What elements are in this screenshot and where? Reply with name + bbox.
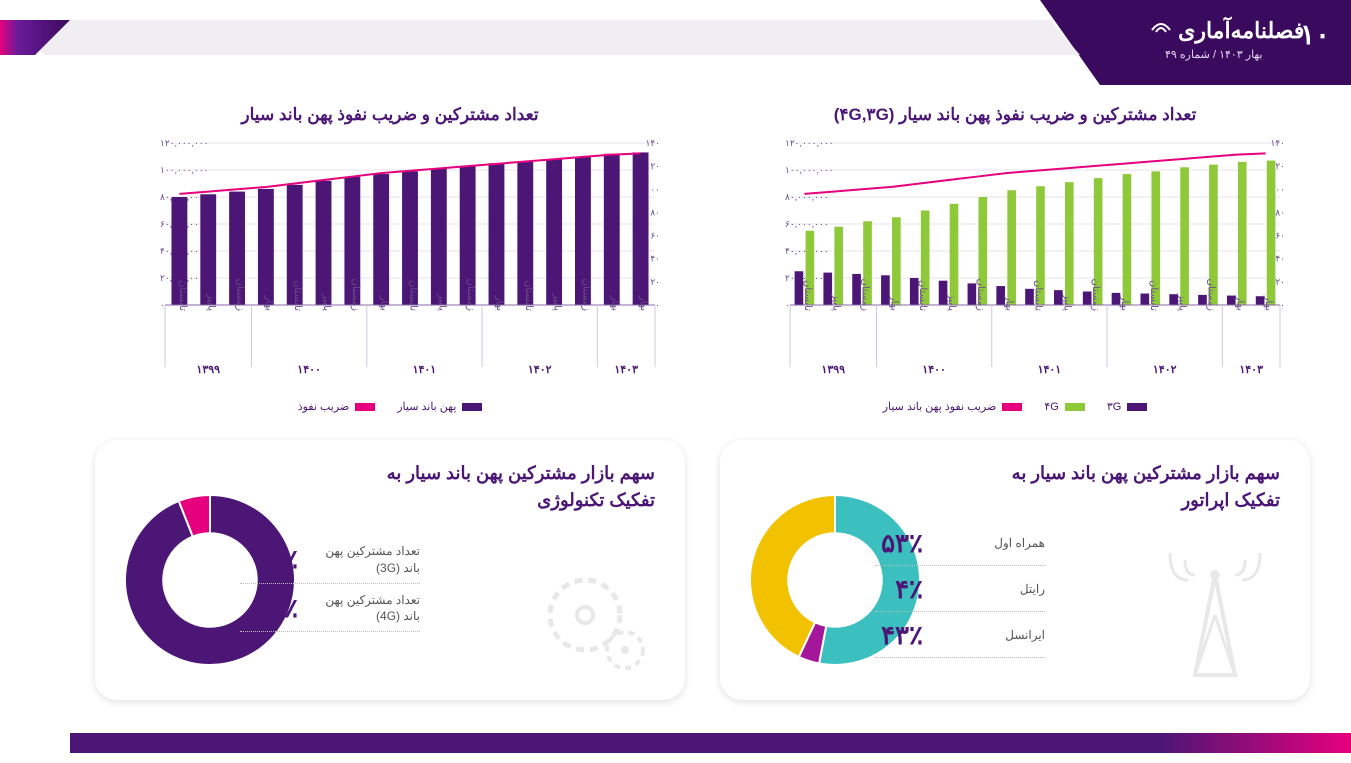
svg-text:۱۰۰,۰۰۰,۰۰۰: ۱۰۰,۰۰۰,۰۰۰ xyxy=(160,165,209,175)
stat-row: رایتل۴٪ xyxy=(875,574,1045,612)
svg-text:زمستان: زمستان xyxy=(975,278,986,311)
legend: ۳G ۴G ضریب نفوذ پهن باند سیار xyxy=(720,400,1310,413)
svg-text:تابستان: تابستان xyxy=(802,280,813,311)
antenna-icon xyxy=(1150,545,1280,685)
svg-text:۴۰: ۴۰ xyxy=(1275,254,1285,264)
card-market-share-operator: سهم بازار مشترکین پهن باند سیار به تفکیک… xyxy=(720,440,1310,700)
svg-text:۱۴۰: ۱۴۰ xyxy=(645,138,660,148)
chart-title: تعداد مشترکین و ضریب نفوذ پهن باند سیار … xyxy=(720,105,1310,125)
svg-text:۱۴۰۱: ۱۴۰۱ xyxy=(413,364,437,376)
page-number: ۱۰ xyxy=(1300,18,1330,51)
header-title: فصلنامه‌آماری xyxy=(1150,18,1304,44)
card-title: سهم بازار مشترکین پهن باند سیار به تفکیک… xyxy=(355,460,655,514)
svg-text:۸۰: ۸۰ xyxy=(1275,207,1285,217)
svg-text:۰: ۰ xyxy=(785,300,790,310)
svg-text:تابستان: تابستان xyxy=(1033,280,1044,311)
svg-text:تابستان: تابستان xyxy=(523,280,534,311)
svg-text:بهار: بهار xyxy=(1263,295,1274,311)
stat-row: تعداد مشترکین پهن باند (3G)۶٪ xyxy=(240,543,420,584)
svg-text:۸۰: ۸۰ xyxy=(650,207,660,217)
svg-text:۱۴۰۲: ۱۴۰۲ xyxy=(528,364,552,376)
svg-text:پاییز: پاییز xyxy=(552,293,563,311)
svg-text:بهار: بهار xyxy=(609,295,620,311)
stat-row: تعداد مشترکین پهن باند (4G)۹۴٪ xyxy=(240,592,420,633)
svg-text:۱۰۰,۰۰۰,۰۰۰: ۱۰۰,۰۰۰,۰۰۰ xyxy=(785,165,834,175)
legend-item: پهن باند سیار xyxy=(397,400,482,413)
wifi-icon xyxy=(1150,20,1172,34)
svg-text:زمستان: زمستان xyxy=(465,278,476,311)
card-market-share-technology: سهم بازار مشترکین پهن باند سیار به تفکیک… xyxy=(95,440,685,700)
svg-text:بهار: بهار xyxy=(888,295,899,311)
svg-text:پاییز: پاییز xyxy=(831,293,842,311)
svg-text:تابستان: تابستان xyxy=(292,280,303,311)
svg-text:۶۰: ۶۰ xyxy=(1275,231,1285,241)
svg-text:بهار: بهار xyxy=(379,295,390,311)
svg-text:تابستان: تابستان xyxy=(177,280,188,311)
svg-text:۱۴۰۲: ۱۴۰۲ xyxy=(1153,364,1177,376)
svg-text:زمستان: زمستان xyxy=(1090,278,1101,311)
header-subtitle: بهار ۱۴۰۳ / شماره ۴۹ xyxy=(1165,48,1263,61)
svg-text:پاییز: پاییز xyxy=(946,293,957,311)
svg-text:بهار: بهار xyxy=(1234,295,1245,311)
chart-mobile-broadband-3g4g: تعداد مشترکین و ضریب نفوذ پهن باند سیار … xyxy=(720,105,1310,405)
svg-text:۱۳۹۹: ۱۳۹۹ xyxy=(821,364,845,376)
svg-text:۶۰: ۶۰ xyxy=(650,231,660,241)
svg-text:۱۲۰,۰۰۰,۰۰۰: ۱۲۰,۰۰۰,۰۰۰ xyxy=(785,138,834,148)
svg-text:۰: ۰ xyxy=(160,300,165,310)
chart-canvas: ۰۲۰,۰۰۰,۰۰۰۴۰,۰۰۰,۰۰۰۶۰,۰۰۰,۰۰۰۸۰,۰۰۰,۰۰… xyxy=(95,135,685,380)
chart-mobile-broadband: تعداد مشترکین و ضریب نفوذ پهن باند سیار … xyxy=(95,105,685,405)
svg-text:پاییز: پاییز xyxy=(1061,293,1072,311)
svg-text:بهار: بهار xyxy=(494,295,505,311)
svg-text:۱۴۰: ۱۴۰ xyxy=(1270,138,1285,148)
legend-item: ضریب نفوذ پهن باند سیار xyxy=(883,400,1023,413)
svg-text:۴۰: ۴۰ xyxy=(650,254,660,264)
svg-text:تابستان: تابستان xyxy=(408,280,419,311)
gear-icon xyxy=(530,550,660,680)
svg-text:زمستان: زمستان xyxy=(235,278,246,311)
chart-title: تعداد مشترکین و ضریب نفوذ پهن باند سیار xyxy=(95,105,685,125)
svg-text:۰: ۰ xyxy=(1280,300,1285,310)
card-title: سهم بازار مشترکین پهن باند سیار به تفکیک… xyxy=(980,460,1280,514)
svg-text:۰: ۰ xyxy=(655,300,660,310)
svg-text:زمستان: زمستان xyxy=(580,278,591,311)
stat-list: تعداد مشترکین پهن باند (3G)۶٪ تعداد مشترک… xyxy=(240,535,420,640)
svg-text:تابستان: تابستان xyxy=(917,280,928,311)
legend: پهن باند سیار ضریب نفوذ xyxy=(95,400,685,413)
stat-row: همراه اول۵۳٪ xyxy=(875,528,1045,566)
svg-text:بهار: بهار xyxy=(263,295,274,311)
stat-list: همراه اول۵۳٪ رایتل۴٪ ایرانسل۴۳٪ xyxy=(875,520,1045,666)
svg-text:بهار: بهار xyxy=(1004,295,1015,311)
svg-text:زمستان: زمستان xyxy=(860,278,871,311)
svg-text:۱۴۰۳: ۱۴۰۳ xyxy=(614,364,638,376)
svg-text:۲۰: ۲۰ xyxy=(1275,277,1285,287)
svg-text:تابستان: تابستان xyxy=(1148,280,1159,311)
svg-text:بهار: بهار xyxy=(638,295,649,311)
svg-text:۱۴۰۰: ۱۴۰۰ xyxy=(297,364,321,376)
svg-text:۱۲۰,۰۰۰,۰۰۰: ۱۲۰,۰۰۰,۰۰۰ xyxy=(160,138,209,148)
legend-item: ۳G xyxy=(1107,400,1147,413)
svg-text:زمستان: زمستان xyxy=(1205,278,1216,311)
svg-text:زمستان: زمستان xyxy=(350,278,361,311)
svg-text:۱۳۹۹: ۱۳۹۹ xyxy=(196,364,220,376)
svg-text:۱۴۰۳: ۱۴۰۳ xyxy=(1239,364,1263,376)
stat-row: ایرانسل۴۳٪ xyxy=(875,620,1045,658)
svg-text:پاییز: پاییز xyxy=(1177,293,1188,311)
svg-text:۶۰,۰۰۰,۰۰۰: ۶۰,۰۰۰,۰۰۰ xyxy=(785,219,829,229)
svg-text:۱۴۰۱: ۱۴۰۱ xyxy=(1038,364,1062,376)
svg-text:پاییز: پاییز xyxy=(206,293,217,311)
chart-canvas: ۰۲۰,۰۰۰,۰۰۰۴۰,۰۰۰,۰۰۰۶۰,۰۰۰,۰۰۰۸۰,۰۰۰,۰۰… xyxy=(720,135,1310,380)
svg-text:پاییز: پاییز xyxy=(321,293,332,311)
svg-text:بهار: بهار xyxy=(1119,295,1130,311)
legend-item: ضریب نفوذ xyxy=(298,400,376,413)
footer-bar xyxy=(0,733,1351,753)
header-banner xyxy=(0,0,1351,85)
legend-item: ۴G xyxy=(1044,400,1084,413)
svg-text:۲۰: ۲۰ xyxy=(650,277,660,287)
svg-text:پاییز: پاییز xyxy=(436,293,447,311)
svg-text:۱۴۰۰: ۱۴۰۰ xyxy=(922,364,946,376)
